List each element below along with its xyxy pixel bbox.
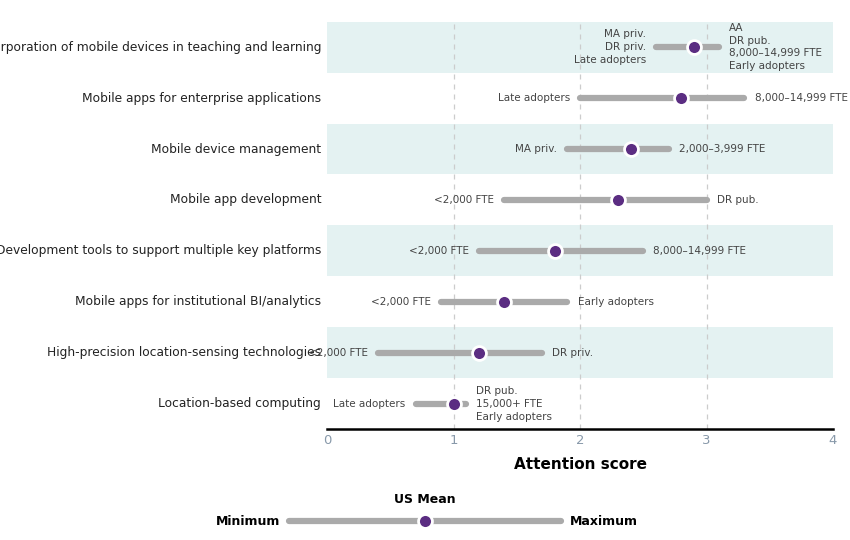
Bar <box>327 226 833 276</box>
Bar <box>327 22 833 72</box>
Text: Maximum: Maximum <box>570 515 638 528</box>
Text: 8,000–14,999 FTE: 8,000–14,999 FTE <box>755 93 847 103</box>
Text: 8,000–14,999 FTE: 8,000–14,999 FTE <box>654 246 746 256</box>
X-axis label: Attention score: Attention score <box>513 457 647 472</box>
Text: <2,000 FTE: <2,000 FTE <box>371 297 431 307</box>
Text: MA priv.: MA priv. <box>515 144 558 154</box>
Text: US Mean: US Mean <box>394 493 456 506</box>
Text: Development tools to support multiple key platforms: Development tools to support multiple ke… <box>0 245 321 258</box>
Text: Incorporation of mobile devices in teaching and learning: Incorporation of mobile devices in teach… <box>0 40 321 53</box>
Text: Mobile apps for institutional BI/analytics: Mobile apps for institutional BI/analyti… <box>75 295 321 308</box>
Text: <2,000 FTE: <2,000 FTE <box>409 246 469 256</box>
Text: DR pub.: DR pub. <box>717 195 758 205</box>
Bar <box>327 327 833 379</box>
Text: DR priv.: DR priv. <box>552 348 593 358</box>
Text: <2,000 FTE: <2,000 FTE <box>434 195 494 205</box>
Text: Early adopters: Early adopters <box>578 297 654 307</box>
Text: Late adopters: Late adopters <box>333 399 405 409</box>
Text: AA
DR pub.
8,000–14,999 FTE
Early adopters: AA DR pub. 8,000–14,999 FTE Early adopte… <box>729 23 822 71</box>
Text: DR pub.
15,000+ FTE
Early adopters: DR pub. 15,000+ FTE Early adopters <box>477 386 552 422</box>
Text: Minimum: Minimum <box>216 515 280 528</box>
Bar <box>327 124 833 174</box>
Text: Mobile app development: Mobile app development <box>169 193 321 206</box>
Text: Location-based computing: Location-based computing <box>158 397 321 410</box>
Text: High-precision location-sensing technologies: High-precision location-sensing technolo… <box>47 346 321 359</box>
Text: Mobile apps for enterprise applications: Mobile apps for enterprise applications <box>82 92 321 105</box>
Text: Mobile device management: Mobile device management <box>151 143 321 156</box>
Text: <2,000 FTE: <2,000 FTE <box>308 348 368 358</box>
Text: 2,000–3,999 FTE: 2,000–3,999 FTE <box>679 144 765 154</box>
Text: Late adopters: Late adopters <box>498 93 570 103</box>
Text: MA priv.
DR priv.
Late adopters: MA priv. DR priv. Late adopters <box>574 29 646 65</box>
